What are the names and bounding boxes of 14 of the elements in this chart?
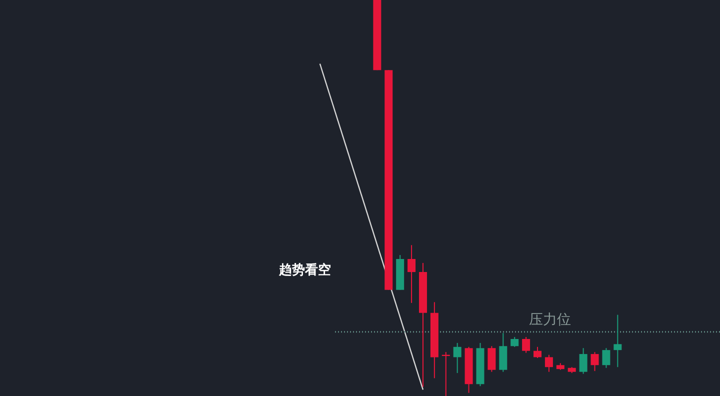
candlestick [488, 346, 496, 372]
candlestick [453, 342, 462, 374]
candlestick [408, 244, 416, 304]
candlestick [544, 354, 553, 372]
candlestick [522, 336, 530, 354]
candlestick [614, 314, 622, 368]
annotation: 趋势看空 [278, 262, 331, 278]
candlestick [590, 352, 599, 372]
candlestick [499, 332, 508, 372]
candlestick [579, 348, 588, 374]
candlestick [602, 348, 610, 368]
candlestick [534, 346, 542, 358]
candlestick [510, 336, 519, 348]
ref-line-label: 压力位 [529, 312, 571, 328]
